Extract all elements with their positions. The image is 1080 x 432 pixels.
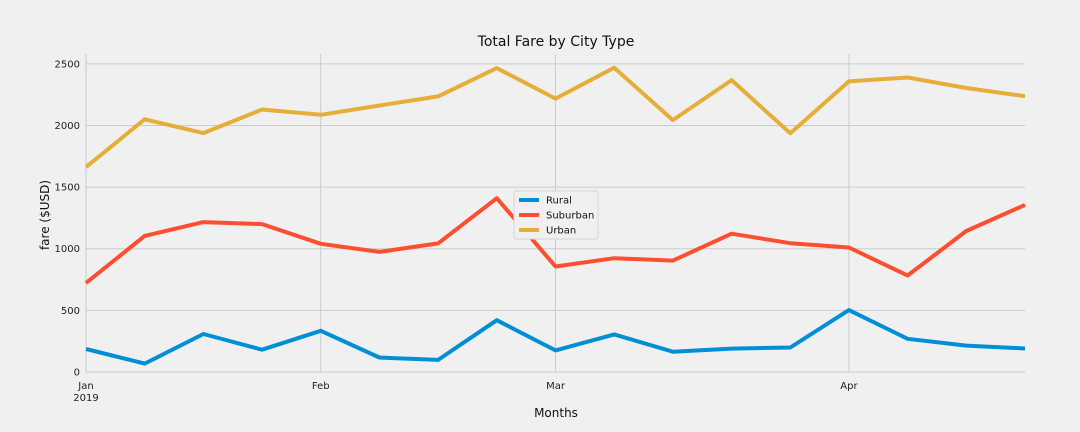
x-tick-label: Feb [312, 381, 330, 392]
x-tick-sublabel: 2019 [73, 393, 98, 404]
x-tick-label: Jan [77, 381, 93, 392]
chart-title: Total Fare by City Type [477, 34, 635, 50]
series-line-urban [84, 65, 1026, 169]
y-tick-label: 2500 [55, 59, 80, 70]
grid-lines [85, 54, 1025, 373]
y-tick-label: 0 [74, 368, 80, 379]
x-tick-label: Mar [546, 381, 566, 392]
legend: Rural Suburban Urban [513, 190, 599, 240]
legend-label-suburban: Suburban [546, 211, 594, 222]
legend-label-urban: Urban [546, 226, 576, 237]
legend-label-rural: Rural [546, 196, 572, 207]
series-line-rural [85, 308, 1026, 366]
y-tick-label: 1000 [55, 244, 80, 255]
y-axis-title: fare ($USD) [38, 180, 52, 250]
y-tick-label: 2000 [55, 121, 80, 132]
y-tick-label: 1500 [55, 183, 80, 194]
x-tick-label: Apr [840, 381, 858, 392]
series-line-suburban [84, 196, 1026, 285]
x-axis-title: Months [534, 406, 578, 420]
legend-box [513, 190, 599, 240]
y-tick-label: 500 [61, 306, 80, 317]
series-lines [84, 65, 1026, 366]
